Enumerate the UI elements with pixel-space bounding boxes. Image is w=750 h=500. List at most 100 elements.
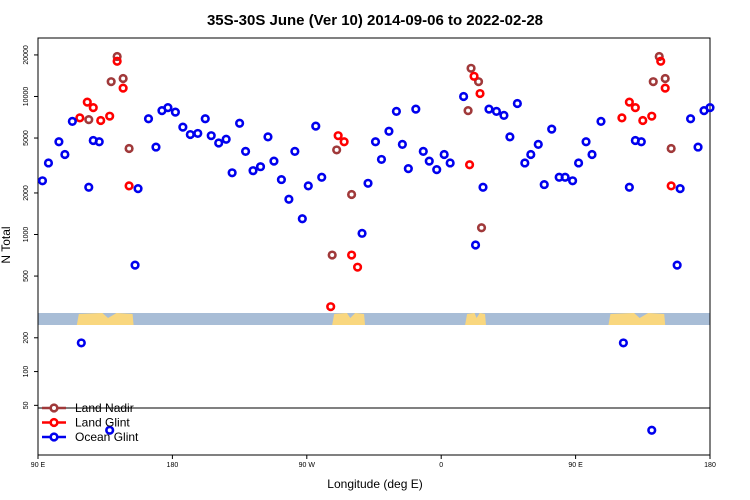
land-glint-point-23 [660,83,670,93]
chart-title: 35S-30S June (Ver 10) 2014-09-06 to 2022… [207,12,543,29]
upper-y-tick-label-5: 10000 [23,87,30,107]
land-nadir-point-1 [84,114,94,125]
ocean-glint-point-71 [587,149,597,160]
ocean-glint-point-7 [84,182,94,192]
ocean-glint-point-74 [624,182,634,192]
ocean-glint-point-44 [391,106,402,116]
ocean-glint-point-34 [290,146,300,157]
lower-y-tick-label-1: 50 [23,401,30,409]
ocean-glint-point-12 [133,184,143,194]
x-tick-label-4: 0 [439,462,443,469]
ocean-glint-point-32 [276,174,287,185]
ocean-glint-point-55 [478,182,488,192]
ocean-glint-point-21 [200,114,210,124]
land-glint-point-1 [75,113,85,123]
ocean-glint-point-23 [214,138,224,148]
land-glint-point-3 [88,103,98,113]
ocean-glint-point-56 [484,104,494,114]
ocean-glint-point-54 [470,240,481,250]
ocean-glint-point-83 [705,103,715,113]
land-glint-point-20 [638,115,648,126]
ocean-glint-point-42 [376,154,387,165]
land-nadir-point-5 [124,143,134,154]
land-segment-4 [608,313,666,325]
ocean-glint-point-72 [596,116,606,126]
ocean-glint-point-29 [255,162,266,172]
ocean-glint-point-37 [311,121,321,131]
legend-label-ocean-glint: Ocean Glint [75,430,139,444]
ocean-glint-point-13 [143,114,154,124]
ocean-glint-point-14 [151,142,161,152]
land-nadir-point-14 [654,51,664,62]
ocean-glint-point-22 [206,131,216,141]
ocean-glint-point-76 [636,137,646,147]
ocean-glint-point-39 [357,228,367,238]
upper-y-tick-label-3: 2000 [23,185,30,201]
ocean-glint-point-43 [384,126,394,136]
axes: 90 E 180 90 W 0 90 E 180 500 1000 2000 5000 10000 2… [23,37,716,469]
upper-y-tick-label-6: 20000 [23,45,30,65]
ocean-glint-point-5 [67,116,77,126]
ocean-glint-point-35 [297,214,307,224]
x-tick-label-2: 180 [167,462,179,469]
legend-marker-land-glint [49,417,59,428]
ocean-glint-point-25 [227,168,237,178]
land-nadir-point-16 [666,143,676,154]
land-nadir-point-3 [112,51,122,62]
legend-marker-land-nadir [49,403,59,413]
ocean-glint-point-4 [60,149,70,160]
ocean-glint-point-53 [459,91,469,102]
ocean-glint-point-38 [317,172,327,182]
land-ocean-band [38,313,710,325]
land-nadir-point-15 [660,73,670,84]
ocean-glint-point-28 [248,166,258,176]
ocean-glint-point-67 [560,172,570,182]
ocean-glint-point-17 [170,107,180,117]
ocean-glint-point-36 [303,181,313,191]
land-nadir-point-2 [106,77,116,87]
land-nadir-point-8 [347,189,357,200]
land-glint-point-2 [82,97,92,107]
plot-frame [37,37,711,456]
ocean-glint-point-70 [581,137,591,147]
land-glint-point-8 [124,181,134,191]
land-nadir-point-10 [466,63,476,73]
land-segment-1 [76,313,134,325]
ocean-band [38,313,710,325]
ocean-glint-point-6 [76,338,86,348]
ocean-glint-point-63 [533,139,543,149]
ocean-glint-point-41 [370,137,381,147]
ocean-glint-point-31 [269,156,279,166]
ocean-glint-point-61 [520,158,530,168]
ocean-glint-point-19 [185,129,195,140]
ocean-glint-point-46 [403,164,413,174]
ocean-glint-point-20 [193,128,203,139]
legend-marker-ocean-glint [49,432,59,442]
upper-y-tick-label-2: 1000 [23,227,30,243]
ocean-glint-point-1 [37,176,48,186]
land-nadir-point-4 [118,73,128,84]
ocean-glint-point-51 [439,149,449,160]
land-glint-point-12 [347,250,357,260]
ocean-glint-point-68 [568,176,578,186]
land-nadir-point-6 [327,250,337,260]
upper-y-tick-label-1: 500 [23,270,30,282]
x-tick-label-6: 180 [704,462,716,469]
land-glint-point-9 [326,302,336,312]
ocean-glint-point-79 [675,184,685,194]
x-tick-label-5: 90 E [568,462,583,469]
ocean-glint-point-16 [163,103,173,113]
land-nadir-point-13 [648,77,658,87]
ocean-glint-point-62 [526,149,536,160]
ocean-glint-point-48 [418,146,428,157]
land-glint-point-10 [333,131,343,141]
legend-label-land-glint: Land Glint [75,416,130,430]
ocean-glint-point-30 [263,132,273,142]
ocean-glint-point-60 [512,98,522,109]
land-glint-point-24 [666,181,676,191]
data-points [37,51,715,435]
ocean-glint-point-11 [130,260,140,270]
legend-label-land-nadir: Land Nadir [75,401,134,415]
